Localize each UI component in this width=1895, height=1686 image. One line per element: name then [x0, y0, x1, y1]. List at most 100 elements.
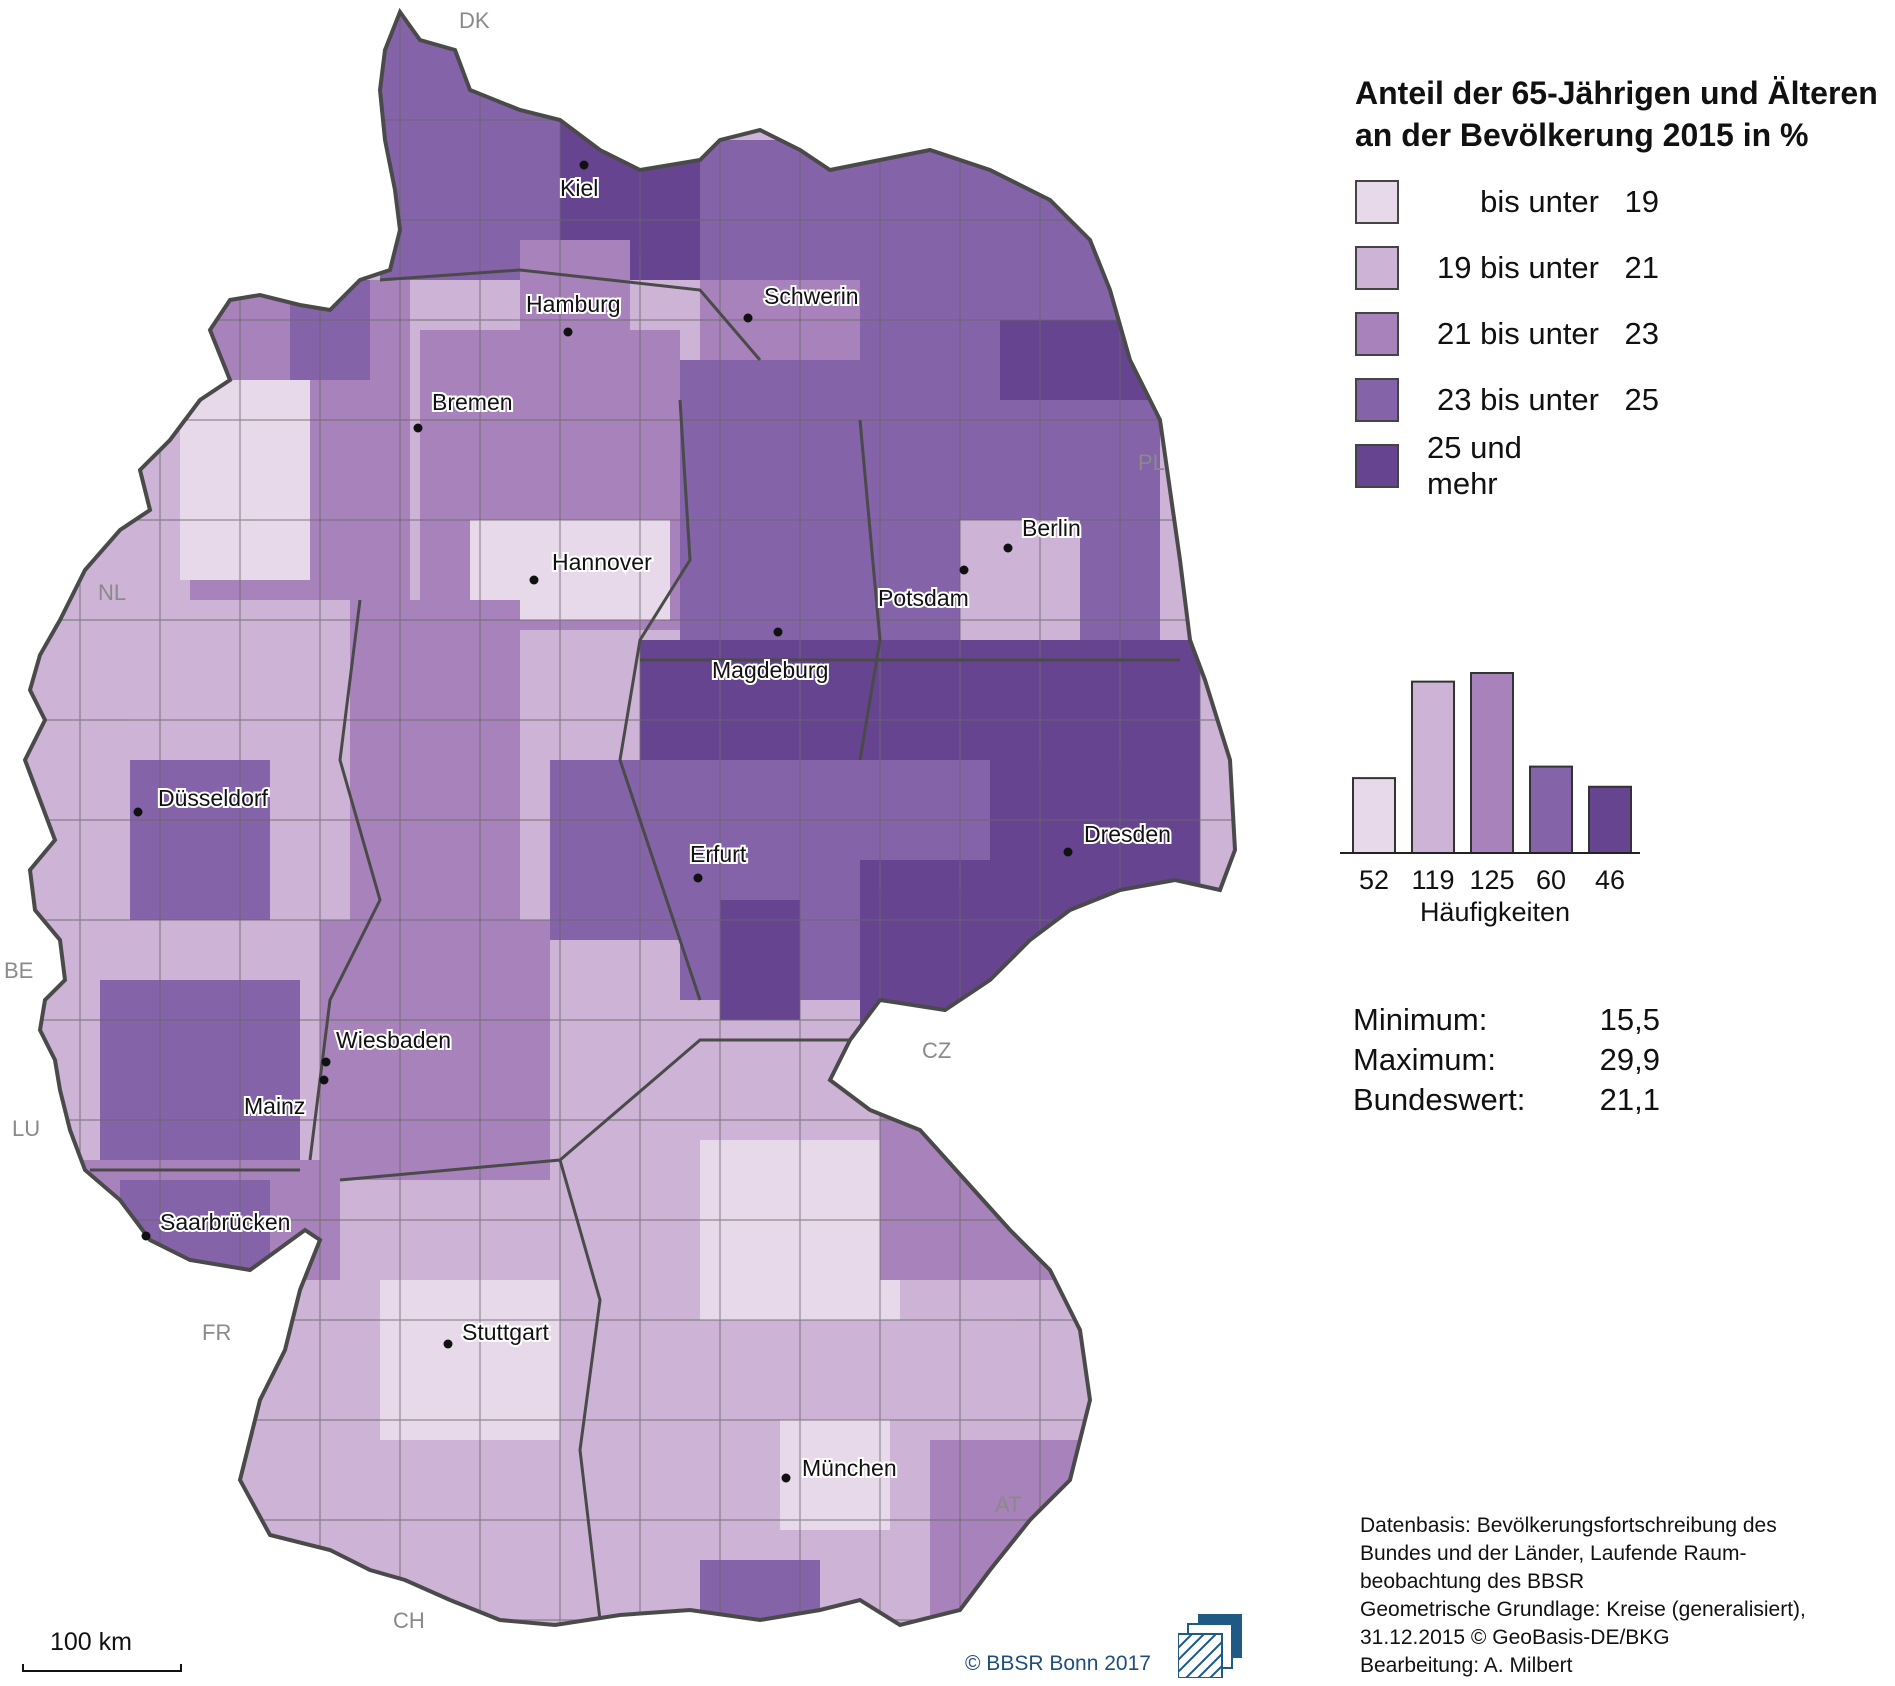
country-label-ch: CH [393, 1608, 425, 1633]
city-points [133, 160, 1073, 1483]
source-line: Geometrische Grundlage: Kreise (generali… [1360, 1598, 1806, 1621]
histogram-bar [1588, 785, 1632, 854]
source-line: Datenbasis: Bevölkerungsfortschreibung d… [1360, 1514, 1777, 1537]
city-label-potsdam: Potsdam [878, 585, 969, 611]
city-label-schwerin: Schwerin [764, 283, 859, 309]
country-label-cz: CZ [922, 1038, 951, 1063]
city-label-dresden: Dresden [1084, 821, 1171, 847]
city-point-berlin [1003, 543, 1013, 553]
country-label-be: BE [4, 958, 33, 983]
frequency-histogram: 52 119 125 60 46 Häufigkeiten [1340, 672, 1640, 927]
country-label-dk: DK [459, 8, 490, 33]
legend-item: 19 bis unter 21 [1355, 244, 1895, 292]
city-point-muenchen [781, 1473, 791, 1483]
country-label-fr: FR [202, 1320, 231, 1345]
legend-title: Anteil der 65-Jährigen und Älteren an de… [1355, 72, 1895, 156]
legend-item: 21 bis unter 23 [1355, 310, 1895, 358]
stat-label: Maximum: [1353, 1042, 1496, 1077]
source-note: Datenbasis: Bevölkerungsfortschreibung d… [1360, 1512, 1895, 1680]
legend-item: 25 und mehr [1355, 430, 1895, 501]
city-point-potsdam [959, 565, 969, 575]
city-label-muenchen: München [802, 1455, 897, 1481]
city-labels: Kiel Hamburg Schwerin Bremen Berlin Hann… [156, 173, 1173, 1483]
city-point-saarbruecken [141, 1231, 151, 1241]
city-label-stuttgart: Stuttgart [462, 1319, 550, 1345]
histogram-count-label: 52 [1359, 865, 1389, 895]
legend-title-line2: an der Bevölkerung 2015 in % [1355, 117, 1809, 153]
city-point-schwerin [743, 313, 753, 323]
legend-class-value: 25 [1624, 382, 1659, 417]
stat-minimum: Minimum: 15,5 [1353, 1000, 1660, 1040]
histogram-count-label: 125 [1469, 865, 1514, 895]
stat-value: 29,9 [1599, 1042, 1660, 1077]
country-labels: DK NL BE LU FR CH AT CZ PL [4, 8, 1165, 1633]
city-label-mainz: Mainz [244, 1093, 305, 1119]
legend-swatch [1355, 246, 1399, 290]
stat-national: Bundeswert: 21,1 [1353, 1080, 1660, 1120]
legend-class-value: 21 [1624, 250, 1659, 285]
city-point-dresden [1063, 847, 1073, 857]
histogram-title: Häufigkeiten [1420, 897, 1570, 927]
legend-class-label: 21 bis unter [1437, 316, 1599, 351]
histogram-bar [1352, 777, 1396, 854]
source-line: Bearbeitung: A. Milbert [1360, 1654, 1573, 1677]
city-point-bremen [413, 423, 423, 433]
legend-class-value: 19 [1624, 184, 1659, 219]
source-line: Bundes und der Länder, Laufende Raum- [1360, 1542, 1747, 1565]
legend-class-label: 23 bis unter [1437, 382, 1599, 417]
legend-class-label: bis unter [1480, 184, 1599, 219]
country-label-nl: NL [98, 580, 126, 605]
stat-label: Bundeswert: [1353, 1082, 1526, 1117]
legend-class-label: 19 bis unter [1437, 250, 1599, 285]
country-label-pl: PL [1138, 450, 1165, 475]
city-point-hamburg [563, 327, 573, 337]
city-label-bremen: Bremen [432, 389, 513, 415]
histogram-bar [1529, 765, 1573, 854]
stat-label: Minimum: [1353, 1002, 1488, 1037]
histogram-bars [1352, 672, 1632, 854]
legend-swatch [1355, 180, 1399, 224]
source-line: beobachtung des BBSR [1360, 1570, 1585, 1593]
legend-item: 23 bis unter 25 [1355, 376, 1895, 424]
source-line: 31.12.2015 © GeoBasis-DE/BKG [1360, 1626, 1670, 1649]
city-point-erfurt [693, 873, 703, 883]
germany-outline [22, 7, 1238, 1628]
city-label-wiesbaden: Wiesbaden [336, 1027, 451, 1053]
city-label-saarbruecken: Saarbrücken [160, 1209, 290, 1235]
legend-swatch [1355, 312, 1399, 356]
city-point-magdeburg [773, 627, 783, 637]
scale-bar-label: 100 km [50, 1628, 132, 1656]
legend-item: bis unter 19 [1355, 178, 1895, 226]
histogram-bar [1411, 680, 1455, 854]
stat-value: 21,1 [1599, 1082, 1660, 1117]
city-label-magdeburg: Magdeburg [712, 657, 828, 683]
histogram-bar [1470, 672, 1514, 854]
legend-class-value: 23 [1624, 316, 1659, 351]
city-label-erfurt: Erfurt [690, 841, 747, 867]
legend-swatch [1355, 444, 1399, 488]
stat-maximum: Maximum: 29,9 [1353, 1040, 1660, 1080]
histogram-count-label: 46 [1595, 865, 1625, 895]
city-label-kiel: Kiel [560, 175, 598, 201]
city-label-berlin: Berlin [1022, 515, 1081, 541]
histogram-count-labels: 52 119 125 60 46 [1359, 865, 1625, 895]
copyright-text: © BBSR Bonn 2017 [965, 1652, 1151, 1675]
legend-class-label: 25 und mehr [1427, 430, 1522, 501]
histogram-count-label: 60 [1536, 865, 1566, 895]
scale-bar-line [22, 1664, 182, 1672]
histogram-count-label: 119 [1411, 865, 1454, 895]
scale-bar: 100 km [22, 1628, 182, 1678]
city-label-hamburg: Hamburg [526, 291, 621, 317]
legend-swatch [1355, 378, 1399, 422]
stat-value: 15,5 [1599, 1002, 1660, 1037]
country-label-at: AT [995, 1492, 1021, 1517]
country-label-lu: LU [12, 1116, 40, 1141]
city-point-wiesbaden [321, 1057, 331, 1067]
germany-choropleth-map: Kiel Hamburg Schwerin Bremen Berlin Hann… [4, 7, 1238, 1633]
legend-title-line1: Anteil der 65-Jährigen und Älteren [1355, 75, 1878, 111]
summary-statistics: Minimum: 15,5 Maximum: 29,9 Bundeswert: … [1353, 1000, 1660, 1120]
city-point-duesseldorf [133, 807, 143, 817]
city-label-duesseldorf: Düsseldorf [158, 785, 269, 811]
city-point-mainz [319, 1075, 329, 1085]
city-point-kiel [579, 160, 589, 170]
